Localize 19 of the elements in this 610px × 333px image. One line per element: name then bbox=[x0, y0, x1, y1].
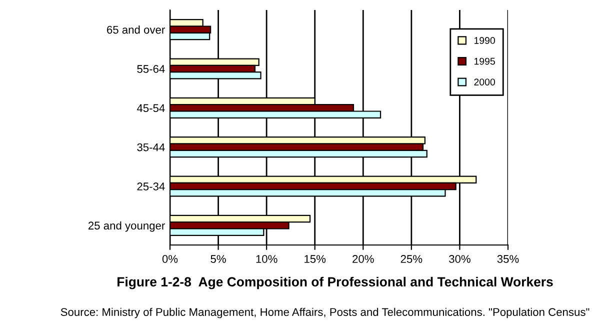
x-tick-label: 30% bbox=[449, 255, 470, 263]
y-tick-label: 55-64 bbox=[137, 65, 165, 73]
y-tick-label: 65 and over bbox=[107, 26, 165, 34]
y-tick-label: 25-34 bbox=[137, 182, 165, 190]
legend-label: 1990 bbox=[474, 37, 495, 44]
x-tick-label: 0% bbox=[162, 255, 178, 263]
y-tick-label: 25 and younger bbox=[88, 221, 165, 232]
legend-label: 1995 bbox=[474, 58, 495, 65]
source-note: Source: Ministry of Public Management, Home Affairs, Posts and Telecommunications. "Population Census" bbox=[60, 308, 590, 318]
text: Figure 1-2-8 Age Composition of Professional and Technical Workers bbox=[118, 276, 553, 290]
x-tick-label: 25% bbox=[400, 255, 422, 263]
y-tick-label: 45-54 bbox=[136, 104, 165, 112]
x-tick-label: 10% bbox=[256, 255, 278, 263]
x-tick-label: 15% bbox=[304, 255, 326, 263]
x-tick-label: 35% bbox=[497, 255, 519, 263]
legend-label: 2000 bbox=[474, 78, 495, 86]
x-tick-label: 5% bbox=[210, 255, 226, 263]
x-tick-label: 20% bbox=[352, 255, 374, 263]
y-tick-label: 35-44 bbox=[137, 143, 165, 152]
